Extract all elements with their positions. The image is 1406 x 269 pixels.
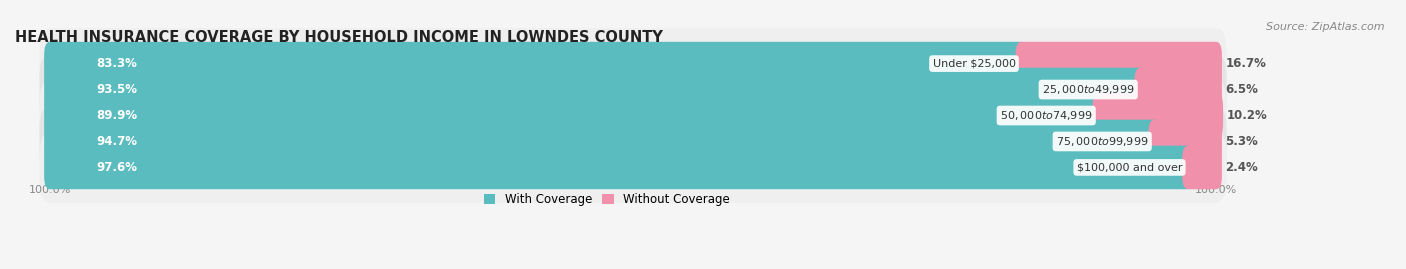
Text: $100,000 and over: $100,000 and over [1077,162,1182,172]
Text: Under $25,000: Under $25,000 [932,59,1015,69]
Text: $50,000 to $74,999: $50,000 to $74,999 [1000,109,1092,122]
FancyBboxPatch shape [1182,146,1222,189]
Text: 2.4%: 2.4% [1226,161,1258,174]
Text: 93.5%: 93.5% [97,83,138,96]
FancyBboxPatch shape [39,54,1226,125]
FancyBboxPatch shape [44,42,1028,85]
Text: 83.3%: 83.3% [97,57,138,70]
Text: Source: ZipAtlas.com: Source: ZipAtlas.com [1267,22,1385,31]
Text: 10.2%: 10.2% [1226,109,1267,122]
FancyBboxPatch shape [39,28,1226,99]
Legend: With Coverage, Without Coverage: With Coverage, Without Coverage [479,188,734,211]
FancyBboxPatch shape [1092,94,1223,137]
FancyBboxPatch shape [44,146,1194,189]
Text: 6.5%: 6.5% [1226,83,1258,96]
FancyBboxPatch shape [39,106,1226,177]
Text: 16.7%: 16.7% [1226,57,1267,70]
Text: 94.7%: 94.7% [97,135,138,148]
FancyBboxPatch shape [39,80,1226,151]
Text: $75,000 to $99,999: $75,000 to $99,999 [1056,135,1149,148]
FancyBboxPatch shape [1149,120,1222,163]
FancyBboxPatch shape [39,132,1226,203]
Text: 97.6%: 97.6% [97,161,138,174]
Text: HEALTH INSURANCE COVERAGE BY HOUSEHOLD INCOME IN LOWNDES COUNTY: HEALTH INSURANCE COVERAGE BY HOUSEHOLD I… [15,30,662,45]
FancyBboxPatch shape [44,68,1146,111]
FancyBboxPatch shape [44,120,1160,163]
Text: 5.3%: 5.3% [1226,135,1258,148]
FancyBboxPatch shape [44,94,1104,137]
FancyBboxPatch shape [1015,42,1222,85]
FancyBboxPatch shape [1135,68,1222,111]
Text: 89.9%: 89.9% [97,109,138,122]
Text: $25,000 to $49,999: $25,000 to $49,999 [1042,83,1135,96]
